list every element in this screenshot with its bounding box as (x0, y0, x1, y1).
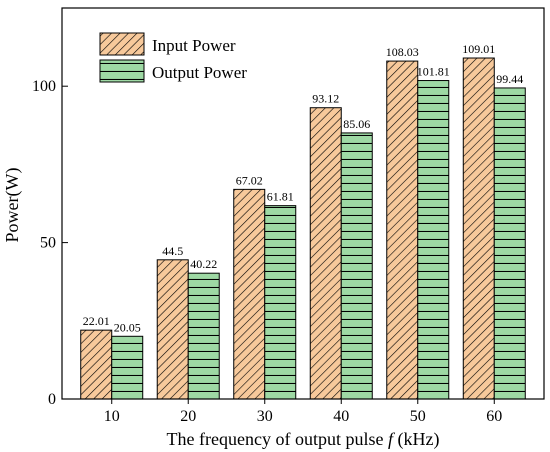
x-tick-label: 60 (486, 408, 502, 425)
x-axis-label-italic: f (388, 429, 396, 449)
bar-output-power-60 (493, 87, 526, 400)
legend-swatch-input-power (99, 32, 145, 56)
legend: Input Power Output Power (99, 32, 247, 83)
bar-input-power-20 (156, 259, 189, 400)
bar-input-power-10 (80, 329, 113, 400)
y-tick-label: 0 (48, 391, 56, 408)
x-tick-label: 30 (257, 408, 273, 425)
x-axis-ticks: 10 20 30 40 50 60 (104, 399, 502, 425)
x-axis-label-text: The frequency of output pulse (167, 429, 388, 449)
data-label-output-power-60: 99.44 (496, 72, 523, 86)
legend-label-input-power: Input Power (152, 36, 236, 55)
bar-input-power-40 (309, 107, 342, 400)
bar-input-power-30 (233, 188, 266, 400)
data-label-input-power-40: 93.12 (312, 92, 339, 106)
bar-output-power-30 (264, 205, 297, 400)
x-axis-label: The frequency of output pulse f (kHz) (167, 429, 440, 450)
bars (80, 57, 526, 400)
bar-output-power-20 (187, 272, 220, 400)
data-label-input-power-30: 67.02 (236, 173, 263, 187)
legend-swatch-output-power (99, 59, 145, 83)
data-label-output-power-40: 85.06 (343, 117, 370, 131)
data-label-input-power-20: 44.5 (162, 244, 183, 258)
y-tick-label: 100 (32, 78, 56, 95)
data-label-output-power-10: 20.05 (114, 320, 141, 334)
x-tick-label: 50 (410, 408, 426, 425)
data-labels: 22.01 20.05 44.5 40.22 67.02 61.81 93.12 85.06 1… (83, 42, 524, 334)
data-label-input-power-60: 109.01 (462, 42, 495, 56)
x-tick-label: 20 (180, 408, 196, 425)
x-axis-label-unit: (kHz) (393, 429, 439, 450)
data-label-input-power-10: 22.01 (83, 314, 110, 328)
x-tick-label: 10 (104, 408, 120, 425)
data-label-output-power-20: 40.22 (190, 257, 217, 271)
y-axis-ticks: 0 50 100 (32, 78, 68, 408)
bar-input-power-50 (386, 60, 419, 400)
plot-frame (61, 7, 545, 400)
data-label-output-power-30: 61.81 (267, 190, 294, 204)
x-tick-label: 40 (333, 408, 349, 425)
bar-input-power-60 (462, 57, 495, 400)
y-tick-label: 50 (40, 235, 56, 252)
data-label-input-power-50: 108.03 (386, 45, 419, 59)
bar-output-power-10 (111, 335, 144, 400)
y-axis-label: Power(W) (2, 168, 23, 243)
data-label-output-power-50: 101.81 (417, 65, 450, 79)
bar-output-power-40 (340, 132, 373, 400)
legend-label-output-power: Output Power (152, 63, 247, 82)
bar-output-power-50 (417, 80, 450, 400)
